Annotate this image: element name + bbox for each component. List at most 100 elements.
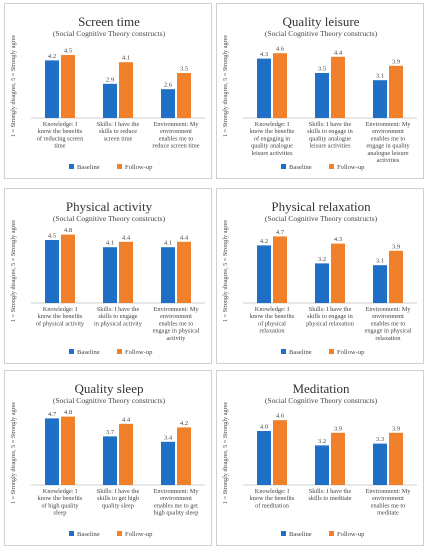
data-label-follow-up-1: 4.7 (276, 229, 285, 236)
legend-label-follow-up: Follow-up (337, 349, 365, 356)
category-label-line: Environment: My (366, 306, 412, 313)
data-label-baseline-3: 3.3 (376, 436, 385, 443)
category-label-line: of meditation (255, 502, 290, 509)
bar-follow-up-2 (119, 241, 133, 303)
bar-follow-up-1 (273, 236, 287, 303)
chart-svg: Quality leisure(Social Cognitive Theory … (222, 14, 417, 171)
category-label-line: Environment: My (154, 306, 200, 313)
category-label-2: Skills: I have the skills to meditate (308, 488, 351, 502)
category-label-line: know the benefits (38, 128, 83, 135)
category-label-line: engage in quality (366, 143, 410, 150)
category-label-line: know the benefits (38, 313, 83, 320)
category-label-3: Environment: My environment enables me to r… (152, 121, 199, 150)
legend-swatch-baseline (281, 164, 286, 169)
legend-label-follow-up: Follow-up (125, 349, 153, 356)
category-label-line: of reducing screen (37, 135, 84, 142)
category-label-3: Environment: My environment enables me to e… (153, 306, 200, 342)
chart-svg: Meditation(Social Cognitive Theory const… (222, 381, 417, 538)
bar-follow-up-1 (273, 53, 287, 119)
data-label-baseline-3: 3.4 (164, 434, 173, 441)
category-label-line: quality analogue (309, 135, 351, 142)
data-label-baseline-2: 3.7 (106, 429, 115, 436)
category-label-line: skills to engage (98, 313, 137, 320)
category-label-line: of high quality (41, 502, 79, 509)
data-label-follow-up-1: 4.6 (276, 46, 285, 53)
data-label-follow-up-1: 4.6 (276, 413, 285, 420)
data-label-baseline-1: 4.2 (260, 238, 268, 245)
bar-follow-up-2 (331, 56, 345, 118)
category-label-line: relaxation (375, 335, 401, 342)
category-label-line: Knowledge: I (43, 488, 77, 495)
category-label-line: leisure activities (251, 150, 293, 157)
legend-swatch-follow-up (117, 531, 122, 536)
legend-label-baseline: Baseline (289, 349, 312, 356)
y-axis-label: 1 = Strongly disagree, 5 = Strongly agre… (10, 402, 17, 504)
bar-follow-up-2 (119, 62, 133, 118)
data-label-follow-up-2: 4.3 (334, 236, 343, 243)
legend-swatch-baseline (69, 349, 74, 354)
category-label-line: activities (377, 157, 400, 164)
bar-baseline-1 (257, 58, 271, 118)
category-label-line: Skills: I have the (309, 121, 352, 128)
y-axis-label: 1 = Strongly disagree, 5 = Strongly agre… (222, 35, 229, 137)
bar-follow-up-3 (177, 241, 191, 303)
bar-baseline-2 (315, 445, 329, 485)
category-label-line: quality sleep (102, 502, 134, 509)
category-label-line: Skills: I have the (309, 306, 352, 313)
bar-baseline-2 (315, 73, 329, 118)
data-label-baseline-2: 4.1 (106, 240, 114, 247)
category-label-line: time (54, 143, 65, 150)
chart-panel-physical-activity: Physical activity (Social Cognitive Theor… (4, 188, 212, 364)
category-label-line: enables me to (159, 320, 194, 327)
legend-swatch-baseline (69, 531, 74, 536)
category-label-line: sleep (54, 510, 67, 517)
category-label-line: skills to engage in (307, 128, 353, 135)
bar-baseline-1 (45, 418, 59, 485)
category-label-3: Environment: My environment enables me to e… (365, 306, 412, 342)
category-label-line: Knowledge: I (43, 306, 77, 313)
data-label-follow-up-3: 4.2 (180, 420, 188, 427)
data-label-follow-up-1: 4.8 (64, 409, 73, 416)
category-label-line: of engaging in (254, 135, 291, 142)
chart-panel-physical-relaxation: Physical relaxation (Social Cognitive The… (216, 188, 424, 364)
data-label-follow-up-1: 4.8 (64, 227, 73, 234)
chart-panel-screen-time: Screen time (Social Cognitive Theory cons… (4, 3, 212, 179)
data-label-baseline-1: 4.5 (48, 233, 57, 240)
bar-follow-up-1 (61, 416, 75, 485)
chart-subtitle: (Social Cognitive Theory constructs) (53, 396, 166, 405)
bar-baseline-1 (45, 60, 59, 118)
category-label-line: engage in physical (153, 328, 200, 335)
y-axis-label: 1 = Strongly disagree, 5 = Strongly agre… (10, 220, 17, 322)
data-label-baseline-2: 2.9 (106, 76, 115, 83)
category-label-3: Environment: My environment enables me to … (154, 488, 200, 517)
category-label-line: Knowledge: I (255, 121, 289, 128)
category-label-line: enables me to (371, 502, 406, 509)
chart-panel-meditation: Meditation (Social Cognitive Theory const… (216, 370, 424, 546)
legend-swatch-baseline (281, 531, 286, 536)
data-label-baseline-1: 4.7 (48, 411, 57, 418)
category-label-line: environment (372, 495, 404, 502)
category-label-line: know the benefits (250, 313, 295, 320)
legend-label-baseline: Baseline (77, 164, 100, 171)
bar-follow-up-3 (177, 73, 191, 118)
category-label-line: quality analogue (251, 143, 293, 150)
chart-svg: Physical activity(Social Cognitive Theor… (10, 199, 205, 356)
legend-swatch-baseline (281, 349, 286, 354)
bar-baseline-2 (103, 83, 117, 118)
bar-follow-up-2 (331, 432, 345, 485)
category-label-line: enables me to get (154, 502, 198, 509)
data-label-baseline-3: 4.1 (164, 240, 172, 247)
y-axis-label: 1 = Strongly disagree, 5 = Strongly agre… (222, 402, 229, 504)
bar-baseline-1 (257, 245, 271, 303)
data-label-baseline-3: 2.6 (164, 82, 173, 89)
category-label-line: environment (160, 128, 192, 135)
legend-label-baseline: Baseline (77, 531, 100, 538)
category-label-2: Skills: I have the skills to engage in phy… (306, 306, 355, 327)
chart-panel-quality-sleep: Quality sleep (Social Cognitive Theory co… (4, 370, 212, 546)
bar-baseline-3 (373, 80, 387, 118)
category-label-line: environment (372, 128, 404, 135)
category-label-3: Environment: My environment enables me to m… (366, 488, 412, 517)
category-label-2: Skills: I have the skills to engage in phy… (94, 306, 143, 327)
